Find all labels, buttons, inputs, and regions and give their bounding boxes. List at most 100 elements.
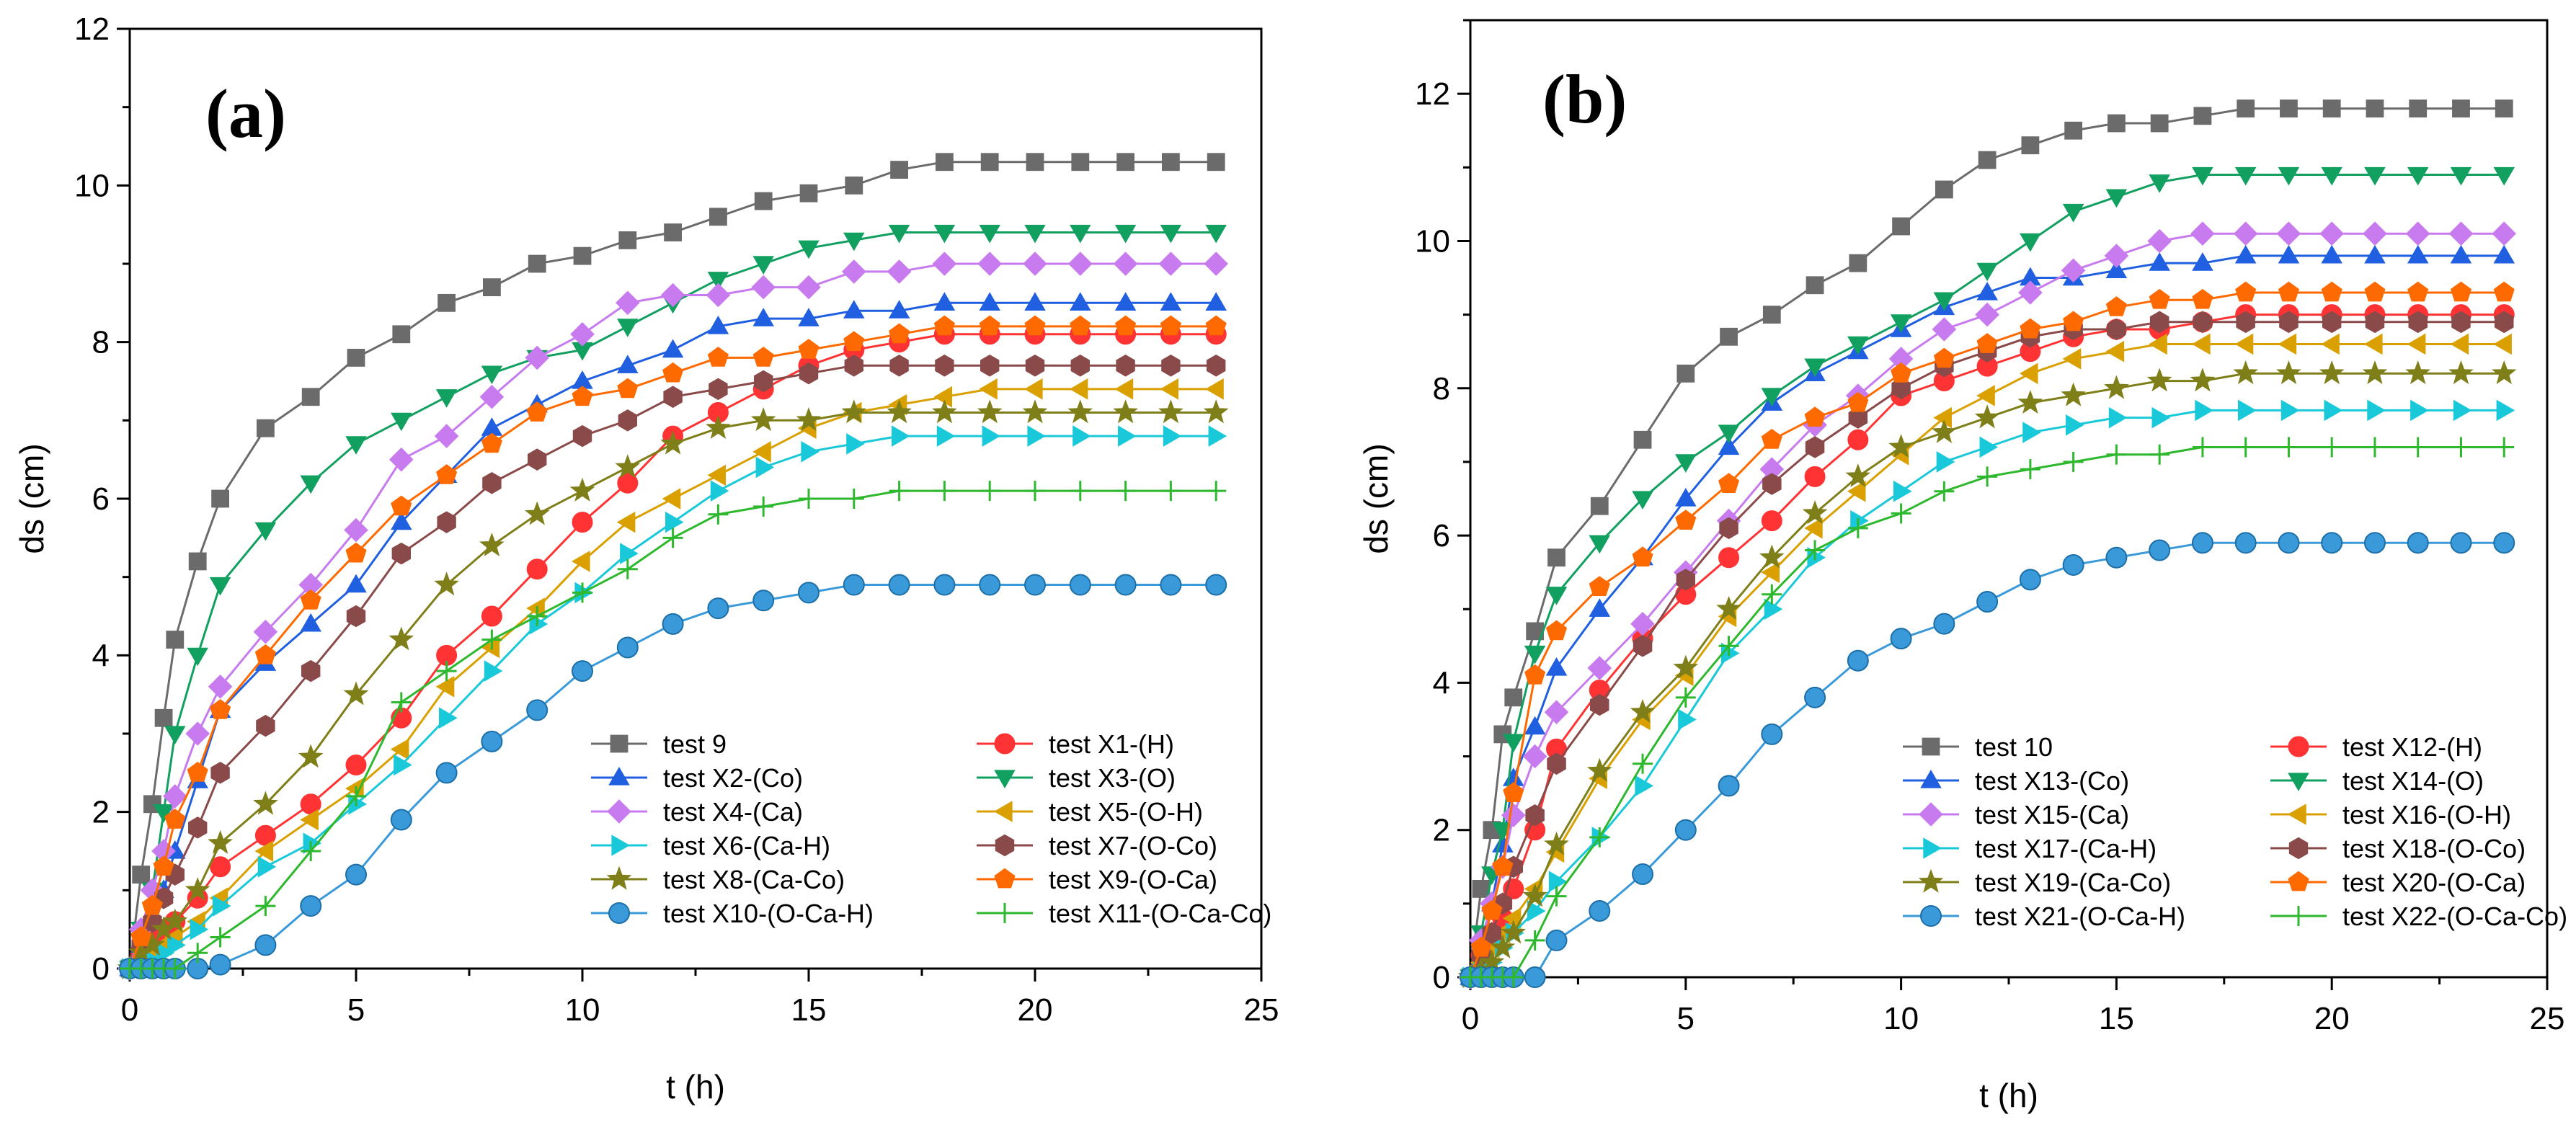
data-point — [1719, 517, 1738, 540]
data-point — [2193, 107, 2212, 125]
data-point — [187, 761, 208, 782]
data-point — [2238, 399, 2257, 422]
data-point — [210, 856, 231, 878]
data-point — [754, 370, 773, 393]
data-point — [1804, 466, 1826, 487]
data-point — [617, 472, 639, 494]
data-point — [2322, 437, 2342, 458]
legend: test 10 test X12-(H) test X13-(Co) test X14… — [1903, 732, 2567, 931]
data-point — [1976, 333, 1998, 353]
data-point — [436, 661, 457, 682]
data-point — [980, 481, 1000, 502]
data-point — [572, 424, 592, 448]
data-point — [1160, 315, 1181, 336]
legend-marker — [2288, 736, 2309, 757]
data-point — [2408, 311, 2428, 334]
data-point — [2022, 422, 2041, 443]
legend-marker — [608, 902, 630, 924]
data-point — [1114, 224, 1137, 244]
data-point — [979, 378, 998, 400]
data-point — [1116, 153, 1134, 172]
legend-marker — [994, 733, 1016, 755]
data-point — [1716, 595, 1741, 620]
data-point — [2149, 333, 2167, 355]
data-point — [1022, 399, 1048, 424]
data-point — [1587, 656, 1612, 680]
data-point — [1678, 708, 1697, 731]
data-point — [1114, 574, 1137, 596]
data-point — [1205, 224, 1227, 244]
data-point — [1204, 252, 1229, 276]
data-point — [1720, 327, 1738, 346]
x-axis-title: t (h) — [666, 1068, 725, 1105]
data-point — [1207, 355, 1226, 377]
data-point — [526, 559, 548, 580]
data-point — [2278, 532, 2300, 554]
data-point — [164, 726, 186, 745]
data-point — [1114, 378, 1134, 400]
data-point — [617, 559, 638, 579]
data-point — [889, 323, 910, 344]
y-tick-label: 4 — [1433, 665, 1450, 700]
data-point — [166, 631, 185, 649]
data-point — [977, 399, 1003, 424]
data-point — [1847, 649, 1869, 672]
data-point — [1023, 252, 1047, 276]
legend-label: test X4-(Ca) — [663, 797, 803, 827]
data-point — [257, 855, 277, 878]
data-point — [481, 605, 502, 627]
data-point — [2365, 311, 2385, 334]
data-point — [1502, 734, 1524, 753]
data-point — [1158, 252, 1183, 276]
data-point — [1115, 481, 1136, 502]
data-point — [2104, 244, 2129, 268]
data-point — [1161, 355, 1181, 377]
data-point — [932, 252, 957, 276]
data-point — [253, 619, 278, 644]
y-tick-label: 2 — [92, 795, 110, 830]
data-point — [616, 511, 636, 533]
legend-marker — [994, 770, 1016, 789]
legend-label: test X15-(Ca) — [1975, 800, 2129, 829]
data-point — [1891, 377, 1911, 400]
y-tick-label: 6 — [92, 481, 110, 517]
data-point — [752, 256, 774, 275]
data-point — [1845, 463, 1871, 488]
data-point — [1546, 886, 1567, 907]
legend-marker — [1923, 837, 1942, 859]
data-point — [1890, 628, 1912, 650]
legend-item: test X13-(Co) — [1903, 766, 2129, 796]
data-point — [573, 246, 592, 265]
data-point — [982, 425, 1001, 447]
data-point — [2321, 244, 2342, 264]
data-point — [1026, 153, 1044, 172]
data-point — [1932, 419, 1957, 443]
data-point — [1024, 292, 1046, 311]
data-point — [1633, 635, 1653, 657]
data-point — [300, 809, 319, 831]
legend-item: test X20-(O-Ca) — [2270, 868, 2526, 897]
data-point — [845, 176, 863, 195]
data-point — [391, 511, 412, 530]
data-point — [2451, 437, 2471, 458]
data-point — [185, 721, 210, 746]
legend-item: test 10 — [1903, 732, 2053, 762]
data-point — [1503, 782, 1524, 802]
panel-label: (b) — [1542, 61, 1627, 138]
data-point — [2493, 532, 2515, 554]
data-point — [1893, 480, 1912, 502]
data-point — [755, 456, 775, 479]
legend-label: test X17-(Ca-H) — [1975, 834, 2157, 863]
series-test-9 — [120, 153, 1225, 978]
data-point — [1206, 481, 1227, 502]
legend-label: test X6-(Ca-H) — [663, 831, 830, 860]
series-test-x21-o-ca-h- — [1460, 532, 2515, 988]
data-point — [2364, 437, 2385, 458]
data-point — [2019, 362, 2038, 385]
data-point — [1160, 481, 1181, 502]
y-tick-label: 4 — [92, 638, 110, 673]
data-point — [1802, 500, 1828, 525]
data-point — [1524, 716, 1546, 735]
data-point — [979, 292, 1000, 311]
data-point — [388, 447, 414, 472]
